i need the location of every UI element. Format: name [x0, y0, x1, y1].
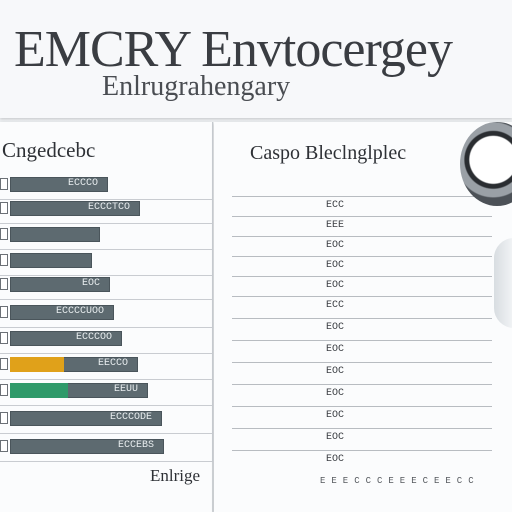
right-row-line [232, 450, 492, 451]
row-label: ECCCODE [110, 412, 153, 423]
right-row-line [232, 276, 492, 277]
row-bar [10, 177, 108, 192]
right-row-label: EOC [326, 410, 345, 421]
row-label: ECCCOO [76, 332, 113, 343]
left-row [0, 252, 212, 276]
right-row-label: EOC [326, 260, 345, 271]
row-checkbox[interactable] [0, 412, 8, 424]
right-row-label: EOC [326, 280, 345, 291]
row-bar [10, 277, 110, 292]
right-row-label: EOC [326, 432, 345, 443]
right-row-line [232, 236, 492, 237]
row-bar [10, 439, 164, 454]
row-checkbox[interactable] [0, 384, 8, 396]
row-checkbox[interactable] [0, 254, 8, 266]
row-divider [0, 353, 212, 354]
vertical-divider [212, 122, 213, 462]
row-label: EECCO [98, 358, 129, 369]
right-row-line [232, 216, 492, 217]
left-panel-header: Cngedcebc [2, 138, 96, 162]
row-bar [10, 253, 92, 268]
row-checkbox[interactable] [0, 178, 8, 190]
row-checkbox[interactable] [0, 278, 8, 290]
right-row-line [232, 340, 492, 341]
row-bar [10, 305, 114, 320]
row-checkbox[interactable] [0, 332, 8, 344]
row-divider [0, 223, 212, 224]
row-accent-segment [10, 383, 68, 398]
left-row: EECCO [0, 356, 212, 380]
right-row-label: EOC [326, 388, 345, 399]
right-row-line [232, 362, 492, 363]
row-accent-segment [10, 357, 64, 372]
right-row-line [232, 196, 492, 197]
right-row-line [232, 296, 492, 297]
right-row-line [232, 406, 492, 407]
right-row-label: EOC [326, 366, 345, 377]
row-label: EEUU [114, 384, 139, 395]
row-divider [0, 249, 212, 250]
row-checkbox[interactable] [0, 440, 8, 452]
row-divider [0, 299, 212, 300]
row-divider [0, 379, 212, 380]
row-label: ECCCO [68, 178, 99, 189]
row-divider [0, 275, 212, 276]
right-sheet [214, 122, 512, 512]
row-divider [0, 405, 212, 406]
gauge-icon [460, 122, 512, 206]
row-label: ECCCTCO [88, 202, 131, 213]
row-divider [0, 199, 212, 200]
right-row-label: EOC [326, 454, 345, 465]
left-row: EEUU [0, 382, 212, 406]
right-row-label: EOC [326, 240, 345, 251]
left-row: EOC [0, 276, 212, 300]
left-row: ECCEBS [0, 438, 212, 462]
row-label: ECCEBS [118, 440, 155, 451]
right-row-label: ECC [326, 200, 345, 211]
left-row: ECCCOO [0, 330, 212, 354]
left-row: ECCCO [0, 176, 212, 200]
row-divider [0, 327, 212, 328]
right-row-label: EOC [326, 322, 345, 333]
row-divider [0, 433, 212, 434]
left-row [0, 226, 212, 250]
row-bar [10, 227, 100, 242]
bottom-ticks: EEECCCEEECEECC [320, 476, 480, 486]
document-title: EMCRY Envtocergey [14, 21, 453, 78]
right-row-line [232, 428, 492, 429]
right-row-line [232, 256, 492, 257]
right-row-label: ECC [326, 300, 345, 311]
row-checkbox[interactable] [0, 306, 8, 318]
row-label: EOC [82, 278, 101, 289]
row-bar [10, 201, 140, 216]
row-divider [0, 461, 212, 462]
right-panel-header: Caspo Bleclnglplec [250, 142, 407, 164]
left-row: ECCCCUOO [0, 304, 212, 328]
row-bar [10, 411, 162, 426]
left-row: ECCCODE [0, 410, 212, 434]
bottom-label: Enlrige [150, 466, 201, 485]
row-checkbox[interactable] [0, 202, 8, 214]
row-checkbox[interactable] [0, 228, 8, 240]
row-label: ECCCCUOO [56, 306, 105, 317]
left-row: ECCCTCO [0, 200, 212, 224]
row-bar [10, 331, 122, 346]
title-sheet [0, 0, 512, 118]
right-row-line [232, 384, 492, 385]
row-checkbox[interactable] [0, 358, 8, 370]
gauge-body [494, 238, 512, 328]
right-row-label: EEE [326, 220, 345, 231]
document-subtitle: Enlrugrahengary [102, 71, 291, 102]
right-row-label: EOC [326, 344, 345, 355]
right-row-line [232, 318, 492, 319]
